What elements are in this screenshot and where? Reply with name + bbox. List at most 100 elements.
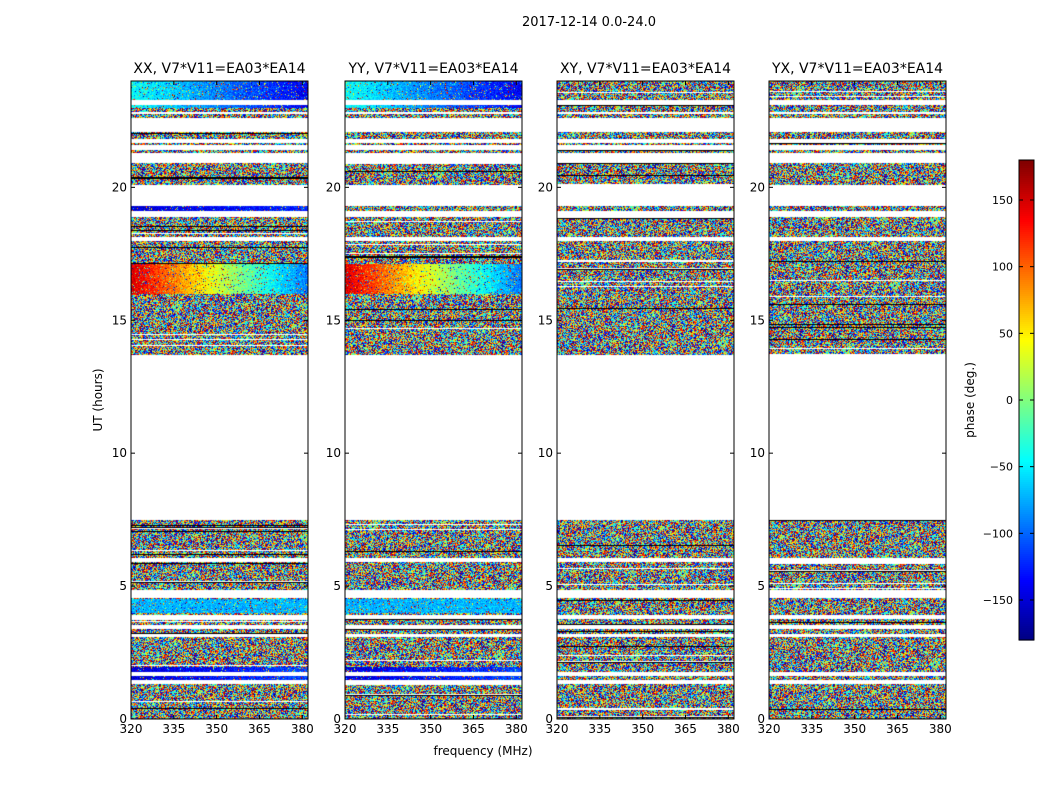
colorbar-segment (1019, 350, 1034, 353)
colorbar-segment (1019, 592, 1034, 595)
colorbar-segment (1019, 394, 1034, 397)
x-tick-label: 350 (205, 722, 228, 736)
colorbar-segment (1019, 532, 1034, 535)
colorbar-segment (1019, 560, 1034, 563)
colorbar-segment (1019, 556, 1034, 559)
colorbar-segment (1019, 352, 1034, 355)
colorbar-tick-label: 50 (999, 327, 1013, 340)
colorbar-segment (1019, 296, 1034, 299)
colorbar-segment (1019, 196, 1034, 199)
colorbar-segment (1019, 552, 1034, 555)
colorbar-segment (1019, 334, 1034, 337)
colorbar-segment (1019, 598, 1034, 601)
colorbar-segment (1019, 396, 1034, 399)
colorbar-segment (1019, 188, 1034, 191)
colorbar-segment (1019, 516, 1034, 519)
colorbar-segment (1019, 586, 1034, 589)
colorbar-segment (1019, 410, 1034, 413)
colorbar-segment (1019, 536, 1034, 539)
colorbar-segment (1019, 328, 1034, 331)
colorbar-segment (1019, 582, 1034, 585)
colorbar-segment (1019, 572, 1034, 575)
colorbar-segment (1019, 256, 1034, 259)
colorbar-segment (1019, 292, 1034, 295)
colorbar-segment (1019, 446, 1034, 449)
colorbar-segment (1019, 522, 1034, 525)
colorbar-segment (1019, 384, 1034, 387)
colorbar-segment (1019, 630, 1034, 633)
colorbar-segment (1019, 390, 1034, 393)
colorbar-segment (1019, 310, 1034, 313)
colorbar-segment (1019, 596, 1034, 599)
colorbar-segment (1019, 470, 1034, 473)
colorbar-segment (1019, 302, 1034, 305)
colorbar-segment (1019, 614, 1034, 617)
panel-title: XX, V7*V11=EA03*EA14 (133, 61, 305, 77)
colorbar-segment (1019, 562, 1034, 565)
colorbar-segment (1019, 458, 1034, 461)
colorbar-segment (1019, 224, 1034, 227)
heatmap-image-xx (131, 81, 308, 719)
colorbar-segment (1019, 486, 1034, 489)
x-tick-label: 350 (843, 722, 866, 736)
colorbar-segment (1019, 200, 1034, 203)
panel-title: YX, V7*V11=EA03*EA14 (771, 61, 943, 77)
colorbar-segment (1019, 480, 1034, 483)
colorbar-segment (1019, 176, 1034, 179)
y-tick-label: 15 (538, 313, 553, 327)
colorbar-segment (1019, 512, 1034, 515)
colorbar-segment (1019, 604, 1034, 607)
colorbar-segment (1019, 332, 1034, 335)
colorbar-segment (1019, 162, 1034, 165)
colorbar-segment (1019, 170, 1034, 173)
colorbar-segment (1019, 626, 1034, 629)
colorbar-segment (1019, 490, 1034, 493)
colorbar-segment (1019, 386, 1034, 389)
y-tick-label: 15 (750, 313, 765, 327)
colorbar-segment (1019, 590, 1034, 593)
colorbar-segment (1019, 418, 1034, 421)
colorbar-segment (1019, 246, 1034, 249)
colorbar-segment (1019, 472, 1034, 475)
colorbar-segment (1019, 408, 1034, 411)
colorbar-segment (1019, 466, 1034, 469)
y-tick-label: 5 (757, 579, 765, 593)
colorbar-segment (1019, 278, 1034, 281)
colorbar-segment (1019, 218, 1034, 221)
x-tick-label: 380 (717, 722, 740, 736)
colorbar-segment (1019, 550, 1034, 553)
colorbar-segment (1019, 212, 1034, 215)
figure-title: 2017-12-14 0.0-24.0 (522, 15, 656, 30)
colorbar-segment (1019, 206, 1034, 209)
colorbar-segment (1019, 286, 1034, 289)
colorbar-segment (1019, 190, 1034, 193)
colorbar-segment (1019, 198, 1034, 201)
colorbar-segment (1019, 450, 1034, 453)
panel-xy: XY, V7*V11=EA03*EA14 320 335 350 365 380 0 5 10 1… (538, 61, 740, 736)
colorbar-segment (1019, 464, 1034, 467)
x-tick-label: 365 (462, 722, 485, 736)
panel-yx: YX, V7*V11=EA03*EA14 320 335 350 365 380 0 5 10 1… (750, 61, 952, 736)
colorbar-segment (1019, 482, 1034, 485)
colorbar-segment (1019, 468, 1034, 471)
colorbar-segment (1019, 624, 1034, 627)
colorbar-segment (1019, 506, 1034, 509)
colorbar-segment (1019, 488, 1034, 491)
y-tick-label: 20 (112, 180, 127, 194)
colorbar-segment (1019, 500, 1034, 503)
colorbar-segment (1019, 636, 1034, 639)
colorbar-tick-label: 0 (1006, 394, 1013, 407)
x-tick-label: 365 (674, 722, 697, 736)
colorbar-segment (1019, 402, 1034, 405)
colorbar-segment (1019, 228, 1034, 231)
colorbar-segment (1019, 484, 1034, 487)
colorbar-segment (1019, 584, 1034, 587)
colorbar-segment (1019, 362, 1034, 365)
colorbar-segment (1019, 526, 1034, 529)
colorbar-segment (1019, 378, 1034, 381)
colorbar-segment (1019, 524, 1034, 527)
colorbar-segment (1019, 544, 1034, 547)
colorbar-segment (1019, 266, 1034, 269)
colorbar-segment (1019, 242, 1034, 245)
colorbar-segment (1019, 232, 1034, 235)
